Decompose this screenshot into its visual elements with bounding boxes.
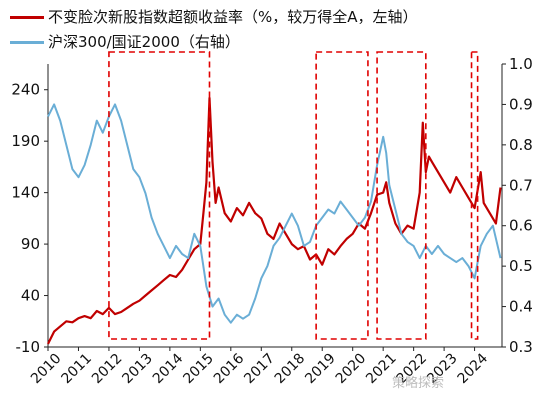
y-left-tick-label: 190 — [11, 132, 40, 150]
x-tick-label: 2015 — [180, 351, 217, 388]
y-left-tick-label: 240 — [11, 81, 40, 99]
y-right-tick-label: 1.0 — [509, 55, 533, 73]
x-tick-label: 2018 — [272, 351, 309, 388]
series-line-ratio — [47, 103, 502, 324]
y-right-tick-label: 0.8 — [509, 136, 533, 154]
legend-item-excess-return: 不变脸次新股指数超额收益率（%，较万得全A，左轴） — [10, 6, 418, 27]
x-tick-label: 2016 — [211, 350, 248, 387]
y-left-tick-label: -10 — [16, 338, 41, 356]
legend-item-ratio: 沪深300/国证2000（右轴） — [10, 31, 240, 52]
y-right-tick-label: 0.9 — [509, 95, 533, 113]
watermark: 策略探索 — [392, 376, 445, 391]
legend-label-excess-return: 不变脸次新股指数超额收益率（%，较万得全A，左轴） — [48, 8, 418, 26]
series-line-excess-return — [47, 96, 502, 345]
y-left-tick-label: 140 — [11, 184, 40, 202]
y-left-tick-label: 40 — [21, 287, 40, 305]
y-right-tick-label: 0.3 — [509, 338, 533, 356]
y-left-tick-label: 90 — [21, 235, 40, 253]
legend-label-ratio: 沪深300/国证2000（右轴） — [48, 33, 240, 51]
highlight-period-box — [315, 51, 369, 340]
x-tick-label: 2019 — [302, 351, 339, 388]
highlight-period-box — [108, 51, 211, 340]
x-tick-label: 2024 — [455, 350, 492, 387]
y-right-tick-label: 0.4 — [509, 298, 533, 316]
x-tick-label: 2012 — [89, 351, 126, 388]
x-tick-label: 2020 — [333, 351, 370, 388]
x-tick-label: 2011 — [58, 351, 95, 388]
x-tick-label: 2013 — [119, 351, 156, 388]
highlight-period-box — [470, 51, 479, 340]
x-tick-label: 2017 — [241, 351, 278, 388]
legend-swatch-ratio — [10, 41, 44, 44]
legend-swatch-excess-return — [10, 16, 44, 19]
highlight-period-box — [376, 51, 427, 340]
y-right-tick-label: 0.5 — [509, 257, 533, 275]
x-tick-label: 2014 — [150, 350, 187, 387]
y-right-tick-label: 0.7 — [509, 176, 533, 194]
y-right-tick-label: 0.6 — [509, 217, 533, 235]
